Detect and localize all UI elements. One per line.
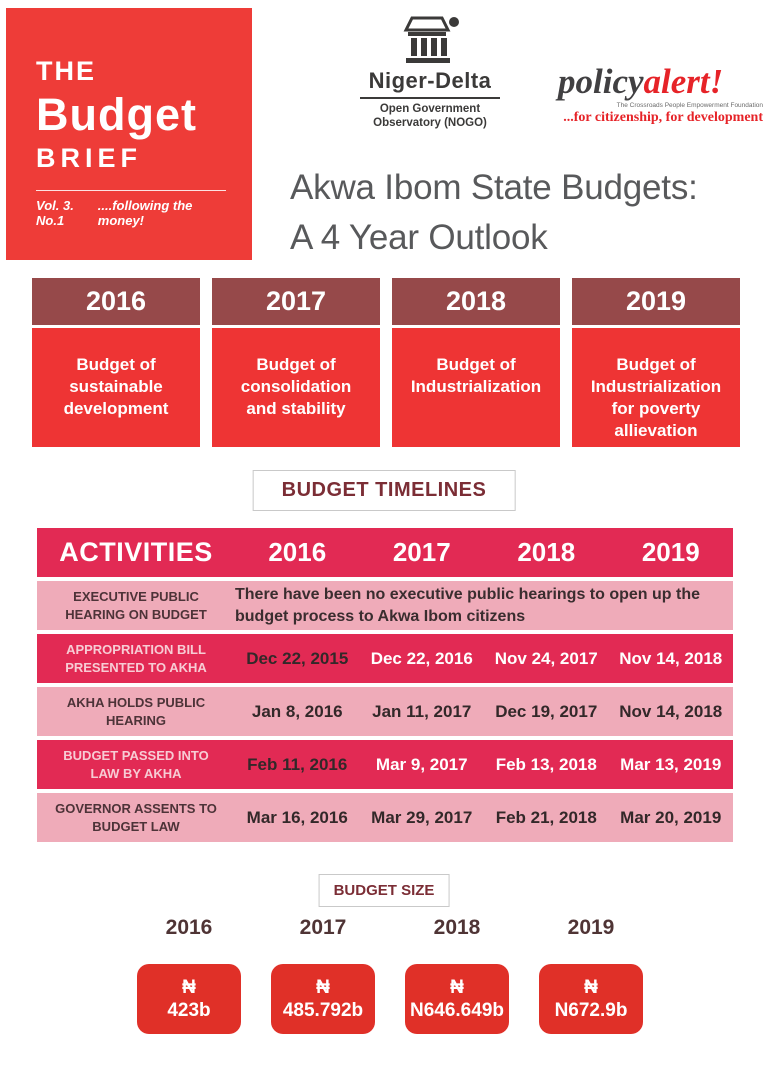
briefcase-icon: ₦ N646.649b <box>405 948 509 1034</box>
naira-symbol: ₦ <box>584 977 598 998</box>
policy-alert-logo: policyalert! The Crossroads People Empow… <box>558 64 763 126</box>
date-cell: Nov 14, 2018 <box>619 648 723 668</box>
budget-size-year: 2018 <box>433 916 481 939</box>
date-cell: Dec 22, 2015 <box>246 648 349 668</box>
naira-symbol: ₦ <box>450 977 464 998</box>
masthead-brief: BRIEF <box>36 143 142 173</box>
column-header-2017: 2017 <box>392 537 451 567</box>
volume-number: Vol. 3. No.1 <box>36 198 74 228</box>
budget-size-item-2018: 2018 ₦ N646.649b <box>402 916 512 1034</box>
budget-size-year: 2019 <box>567 916 615 939</box>
activity-label: GOVERNOR ASSENTS TO BUDGET LAW <box>55 800 217 834</box>
masthead-tagline: ....following the money! <box>97 198 193 228</box>
year-card-label: Budget of sustainable development <box>32 328 200 447</box>
masthead-the: THE <box>36 56 96 86</box>
date-cell: Mar 9, 2017 <box>375 754 468 774</box>
date-cell: Mar 20, 2019 <box>620 807 722 827</box>
budget-amount: 485.792b <box>282 1000 364 1021</box>
date-cell: Jan 8, 2016 <box>251 701 343 721</box>
masthead-volume-line: Vol. 3. No.1 ....following the money! <box>36 198 226 228</box>
no-hearing-note: There have been no executive public hear… <box>235 585 700 625</box>
masthead-title: Budget <box>36 89 197 140</box>
niger-delta-subtitle-line1: Open Government <box>379 103 481 115</box>
budget-size-row: 2016 ₦ 423b 2017 ₦ 485.792b 2018 ₦ N646.… <box>134 916 646 1034</box>
year-card-header: 2016 <box>32 278 200 325</box>
budget-size-year: 2017 <box>299 916 347 939</box>
date-cell: Dec 22, 2016 <box>370 648 473 668</box>
date-cell: Nov 24, 2017 <box>494 648 598 668</box>
naira-symbol: ₦ <box>316 977 330 998</box>
table-row-public-hearing: AKHA HOLDS PUBLIC HEARING Jan 8, 2016 Ja… <box>37 687 733 736</box>
year-card-header: 2018 <box>392 278 560 325</box>
year-card-2019: 2019 Budget of Industrialization for pov… <box>572 278 740 447</box>
year-card-label: Budget of Industrialization <box>392 328 560 447</box>
date-cell: Nov 14, 2018 <box>619 701 723 721</box>
budget-size-item-2017: 2017 ₦ 485.792b <box>268 916 378 1034</box>
budget-timelines-heading: BUDGET TIMELINES <box>252 470 516 511</box>
briefcase-icon: ₦ N672.9b <box>539 948 643 1034</box>
briefcase-icon: ₦ 423b <box>137 948 241 1034</box>
year-card-2017: 2017 Budget of consolidation and stabili… <box>212 278 380 447</box>
budget-timelines-heading-text: BUDGET TIMELINES <box>281 479 487 501</box>
column-header-2016: 2016 <box>268 537 327 567</box>
government-building-icon <box>403 16 459 63</box>
budget-amount: N672.9b <box>554 1000 628 1021</box>
policy-alert-tagline: ...for citizenship, for development <box>563 110 763 125</box>
date-cell: Mar 29, 2017 <box>371 807 473 827</box>
activity-label: BUDGET PASSED INTO LAW BY AKHA <box>63 747 209 781</box>
budget-size-item-2016: 2016 ₦ 423b <box>134 916 244 1034</box>
policy-alert-caption: The Crossroads People Empowerment Founda… <box>616 102 763 109</box>
column-header-2019: 2019 <box>641 537 700 567</box>
date-cell: Feb 11, 2016 <box>247 754 348 774</box>
column-header-2018: 2018 <box>517 537 576 567</box>
year-card-2016: 2016 Budget of sustainable development <box>32 278 200 447</box>
date-cell: Feb 21, 2018 <box>495 807 597 827</box>
year-card-header: 2017 <box>212 278 380 325</box>
page-title: Akwa Ibom State Budgets: A 4 Year Outloo… <box>290 163 698 262</box>
page-title-line1: Akwa Ibom State Budgets: <box>290 168 698 207</box>
table-row-budget-passed: BUDGET PASSED INTO LAW BY AKHA Feb 11, 2… <box>37 740 733 789</box>
briefcase-icon: ₦ 485.792b <box>271 948 375 1034</box>
niger-delta-logo: Niger-Delta Open Government Observatory … <box>360 16 500 131</box>
masthead-divider <box>36 190 226 191</box>
budget-size-item-2019: 2019 ₦ N672.9b <box>536 916 646 1034</box>
policy-alert-wordmark: policyalert! <box>558 64 763 99</box>
policy-alert-part2: alert! <box>643 62 724 101</box>
table-row-executive-hearing: EXECUTIVE PUBLIC HEARING ON BUDGET There… <box>37 581 733 630</box>
date-cell: Mar 13, 2019 <box>620 754 722 774</box>
activity-label: APPROPRIATION BILL PRESENTED TO AKHA <box>65 641 207 675</box>
budget-timelines-table: ACTIVITIES 2016 2017 2018 2019 EXECUTIVE… <box>37 528 733 846</box>
budget-size-heading: BUDGET SIZE <box>318 874 450 907</box>
niger-delta-subtitle-line2: Observatory (NOGO) <box>373 117 487 130</box>
budget-amount: 423b <box>167 1000 211 1021</box>
naira-symbol: ₦ <box>182 977 196 998</box>
date-cell: Feb 13, 2018 <box>495 754 597 774</box>
activity-label: EXECUTIVE PUBLIC HEARING ON BUDGET <box>65 588 207 622</box>
activity-label: AKHA HOLDS PUBLIC HEARING <box>66 694 206 728</box>
date-cell: Jan 11, 2017 <box>372 701 472 721</box>
budget-size-year: 2016 <box>165 916 213 939</box>
year-theme-cards: 2016 Budget of sustainable development 2… <box>32 278 740 447</box>
niger-delta-subtitle: Open Government Observatory (NOGO) <box>360 102 500 131</box>
date-cell: Mar 16, 2016 <box>246 807 348 827</box>
budget-brief-logo: THE Budget BRIEF Vol. 3. No.1 ....follow… <box>6 8 252 260</box>
niger-delta-name: Niger-Delta <box>360 68 500 99</box>
year-card-2018: 2018 Budget of Industrialization <box>392 278 560 447</box>
policy-alert-part1: policy <box>558 62 644 101</box>
table-row-governor-assents: GOVERNOR ASSENTS TO BUDGET LAW Mar 16, 2… <box>37 793 733 842</box>
budget-size-heading-text: BUDGET SIZE <box>333 882 435 899</box>
year-card-label: Budget of consolidation and stability <box>212 328 380 447</box>
column-header-activities: ACTIVITIES <box>59 537 213 567</box>
table-header-row: ACTIVITIES 2016 2017 2018 2019 <box>37 528 733 577</box>
budget-amount: N646.649b <box>409 1000 504 1021</box>
year-card-label: Budget of Industrialization for poverty … <box>572 328 740 447</box>
year-card-header: 2019 <box>572 278 740 325</box>
table-row-appropriation-bill: APPROPRIATION BILL PRESENTED TO AKHA Dec… <box>37 634 733 683</box>
page-title-line2: A 4 Year Outlook <box>290 217 548 257</box>
date-cell: Dec 19, 2017 <box>495 701 598 721</box>
